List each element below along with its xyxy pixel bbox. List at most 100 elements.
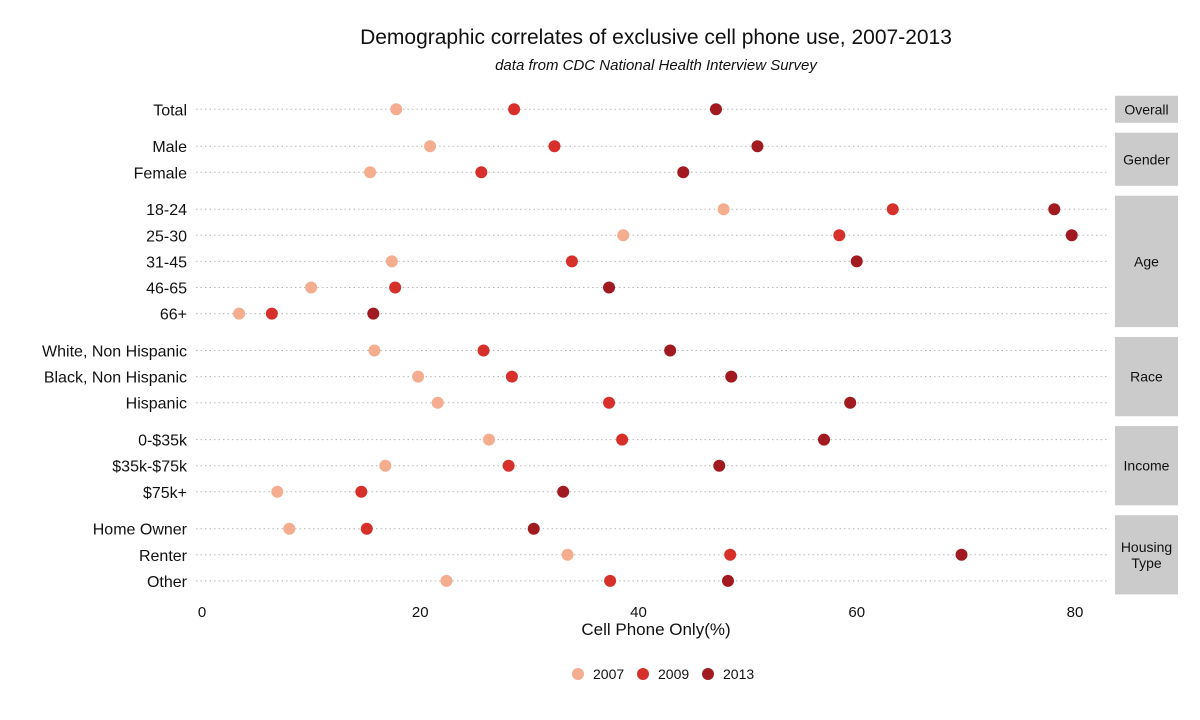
category-label: Male: [152, 139, 187, 156]
x-axis-ticks: 0 20 40 60 80: [198, 604, 1084, 621]
category-label: 66+: [160, 307, 187, 324]
legend: 2007 2009 2013: [572, 666, 754, 682]
data-point-2013: [955, 548, 968, 561]
data-point-2007: [305, 281, 318, 294]
data-point-2013: [850, 255, 863, 268]
facet-strip: [1115, 426, 1178, 506]
facet-strip-label: Type: [1131, 555, 1162, 571]
x-tick-label: 20: [412, 604, 429, 621]
facet-strip-label: Overall: [1124, 101, 1168, 117]
data-point-2009: [565, 255, 578, 268]
facet-strip-label: Age: [1134, 253, 1159, 269]
data-point-2007: [271, 485, 284, 498]
facet-strip: [1115, 515, 1178, 595]
category-label: $75k+: [143, 485, 187, 502]
data-point-2009: [604, 574, 617, 587]
data-point-2009: [548, 140, 561, 153]
data-point-2007: [717, 203, 730, 216]
facet-strip: [1115, 337, 1178, 417]
legend-label: 2013: [723, 666, 754, 682]
category-label: Renter: [139, 548, 188, 565]
legend-swatch-2009: [637, 668, 649, 680]
category-label: 0-$35k: [138, 433, 188, 450]
data-point-2007: [412, 370, 425, 383]
data-point-2013: [721, 574, 734, 587]
data-points: [233, 103, 1078, 587]
chart-subtitle: data from CDC National Health Interview …: [495, 57, 818, 74]
data-point-2013: [818, 433, 831, 446]
data-point-2013: [603, 281, 616, 294]
data-point-2009: [603, 396, 616, 409]
category-label: Other: [147, 574, 188, 591]
data-point-2013: [713, 459, 726, 472]
data-point-2013: [844, 396, 857, 409]
data-point-2013: [557, 485, 570, 498]
data-point-2007: [440, 574, 453, 587]
data-point-2013: [367, 307, 380, 320]
data-point-2009: [389, 281, 402, 294]
category-label: 18-24: [146, 202, 187, 219]
category-label: Black, Non Hispanic: [44, 370, 187, 387]
data-point-2009: [265, 307, 278, 320]
category-label: 46-65: [146, 281, 187, 298]
x-tick-label: 40: [630, 604, 647, 621]
category-label: Hispanic: [126, 396, 187, 413]
x-tick-label: 0: [198, 604, 206, 621]
data-point-2013: [1065, 229, 1078, 242]
data-point-2009: [886, 203, 899, 216]
legend-swatch-2007: [572, 668, 584, 680]
data-point-2007: [368, 344, 381, 357]
data-point-2007: [617, 229, 630, 242]
gridlines: [196, 108, 1108, 582]
data-point-2009: [475, 166, 488, 179]
data-point-2007: [424, 140, 437, 153]
category-label: 25-30: [146, 228, 187, 245]
category-label: $35k-$75k: [112, 459, 188, 476]
data-point-2009: [724, 548, 737, 561]
facet-strip: [1115, 132, 1178, 186]
x-axis-title: Cell Phone Only(%): [581, 620, 730, 639]
data-point-2009: [505, 370, 518, 383]
facet-strip: [1115, 195, 1178, 328]
facet-strip: [1115, 95, 1178, 123]
category-label: 31-45: [146, 254, 187, 271]
data-point-2013: [751, 140, 764, 153]
legend-swatch-2013: [702, 668, 714, 680]
data-point-2009: [360, 522, 373, 535]
data-point-2013: [677, 166, 690, 179]
data-point-2007: [561, 548, 574, 561]
x-tick-label: 80: [1067, 604, 1084, 621]
x-tick-label: 60: [848, 604, 865, 621]
data-point-2013: [527, 522, 540, 535]
data-point-2007: [364, 166, 377, 179]
category-label: White, Non Hispanic: [42, 344, 187, 361]
data-point-2007: [379, 459, 392, 472]
data-point-2009: [508, 103, 521, 116]
data-point-2007: [431, 396, 444, 409]
category-label: Total: [153, 102, 187, 119]
chart-title: Demographic correlates of exclusive cell…: [360, 26, 952, 49]
data-point-2009: [355, 485, 368, 498]
data-point-2013: [709, 103, 722, 116]
legend-label: 2007: [593, 666, 624, 682]
category-label: Female: [134, 165, 187, 182]
data-point-2009: [833, 229, 846, 242]
data-point-2007: [390, 103, 403, 116]
data-point-2013: [725, 370, 738, 383]
data-point-2013: [1048, 203, 1061, 216]
facet-strip-label: Gender: [1123, 151, 1170, 167]
category-label: Home Owner: [93, 522, 188, 539]
facet-strip-label: Race: [1130, 369, 1163, 385]
data-point-2009: [502, 459, 515, 472]
data-point-2007: [283, 522, 296, 535]
legend-label: 2009: [658, 666, 689, 682]
data-point-2009: [477, 344, 490, 357]
data-point-2007: [482, 433, 495, 446]
data-point-2013: [664, 344, 677, 357]
data-point-2009: [616, 433, 629, 446]
category-labels: Total Male Female 18-24 25-30 31-45 46-65 66+ Wh…: [42, 102, 188, 591]
data-point-2007: [385, 255, 398, 268]
